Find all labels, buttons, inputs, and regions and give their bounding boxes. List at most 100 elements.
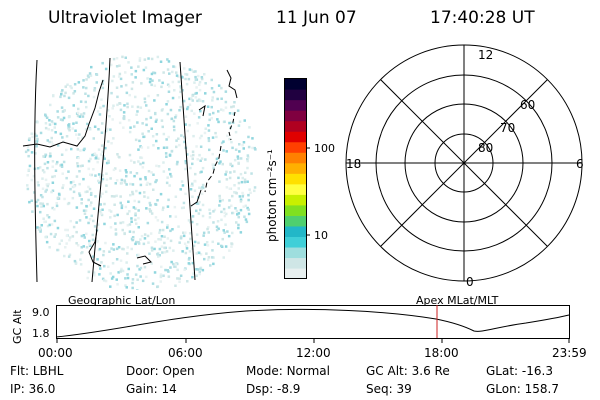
- speckle: [33, 191, 36, 194]
- speckle: [205, 252, 208, 255]
- speckle: [50, 129, 54, 132]
- speckle: [182, 234, 186, 238]
- speckle: [128, 223, 132, 226]
- speckle: [123, 181, 127, 184]
- speckle: [38, 166, 42, 169]
- speckle: [162, 274, 165, 277]
- speckle: [194, 92, 197, 95]
- speckle: [99, 153, 103, 156]
- speckle: [155, 133, 159, 136]
- speckle: [83, 236, 86, 239]
- speckle: [178, 241, 181, 244]
- speckle: [202, 186, 206, 190]
- speckle: [69, 85, 72, 88]
- speckle: [126, 252, 129, 255]
- speckle: [105, 161, 109, 165]
- speckle: [87, 159, 91, 163]
- speckle: [217, 227, 220, 230]
- speckle: [68, 253, 72, 257]
- speckle: [233, 184, 236, 187]
- speckle: [218, 197, 222, 200]
- speckle: [90, 201, 93, 204]
- time-label: 17:40:28 UT: [430, 8, 535, 28]
- speckle: [167, 198, 170, 202]
- speckle: [85, 232, 88, 236]
- speckle: [47, 128, 50, 131]
- speckle: [208, 216, 212, 219]
- speckle: [185, 245, 188, 248]
- speckle: [212, 167, 215, 170]
- speckle: [141, 279, 145, 283]
- speckle: [206, 258, 210, 262]
- speckle: [178, 280, 181, 283]
- speckle: [217, 84, 221, 87]
- speckle: [54, 122, 57, 126]
- speckle: [124, 71, 127, 74]
- speckle: [105, 178, 109, 181]
- speckle: [126, 246, 129, 249]
- speckle: [231, 164, 234, 168]
- speckle: [65, 135, 69, 138]
- coastline: [88, 229, 102, 267]
- speckle: [192, 134, 195, 138]
- speckle: [42, 217, 45, 220]
- speckle: [164, 268, 167, 272]
- speckle: [190, 97, 193, 100]
- speckle: [236, 157, 240, 160]
- speckle: [182, 206, 185, 209]
- speckle: [79, 263, 83, 266]
- speckle: [136, 278, 139, 281]
- colorbar-swatches: [284, 78, 307, 280]
- speckle: [247, 135, 250, 139]
- speckle: [143, 195, 146, 198]
- speckle: [104, 146, 107, 150]
- speckle: [51, 143, 55, 146]
- speckle: [137, 253, 140, 257]
- speckle: [145, 275, 148, 279]
- speckle: [233, 158, 237, 162]
- speckle: [143, 237, 147, 240]
- speckle: [183, 67, 186, 70]
- speckle: [116, 95, 119, 99]
- speckle: [98, 273, 101, 276]
- speckle: [75, 175, 79, 178]
- speckle: [222, 256, 225, 259]
- speckle: [177, 225, 180, 228]
- speckle: [137, 216, 140, 220]
- speckle: [40, 224, 43, 227]
- speckle: [123, 232, 126, 236]
- speckle: [55, 162, 58, 166]
- speckle: [162, 170, 166, 173]
- speckle: [127, 200, 130, 203]
- speckle: [136, 105, 140, 109]
- speckle: [192, 244, 196, 248]
- speckle: [41, 177, 44, 180]
- speckle: [129, 159, 133, 162]
- speckle: [197, 74, 200, 78]
- colorbar-swatch: [284, 152, 307, 164]
- speckle: [188, 250, 192, 253]
- speckle: [102, 279, 106, 282]
- speckle: [172, 125, 176, 128]
- speckle: [45, 188, 48, 192]
- speckle: [230, 245, 233, 248]
- speckle: [207, 256, 211, 259]
- speckle: [203, 131, 207, 135]
- speckle: [195, 268, 198, 271]
- speckle: [55, 204, 59, 208]
- speckle: [76, 162, 79, 165]
- speckle: [88, 243, 91, 246]
- speckle: [168, 154, 172, 157]
- speckle: [122, 126, 125, 129]
- colorbar-swatch: [284, 89, 307, 101]
- speckle: [110, 247, 113, 250]
- speckle: [160, 109, 164, 112]
- speckle: [99, 175, 102, 179]
- speckle: [185, 247, 189, 250]
- speckle: [188, 97, 191, 101]
- speckle: [225, 150, 228, 153]
- speckle: [96, 258, 99, 261]
- speckle: [36, 198, 40, 202]
- speckle: [218, 204, 221, 207]
- speckle: [53, 126, 56, 129]
